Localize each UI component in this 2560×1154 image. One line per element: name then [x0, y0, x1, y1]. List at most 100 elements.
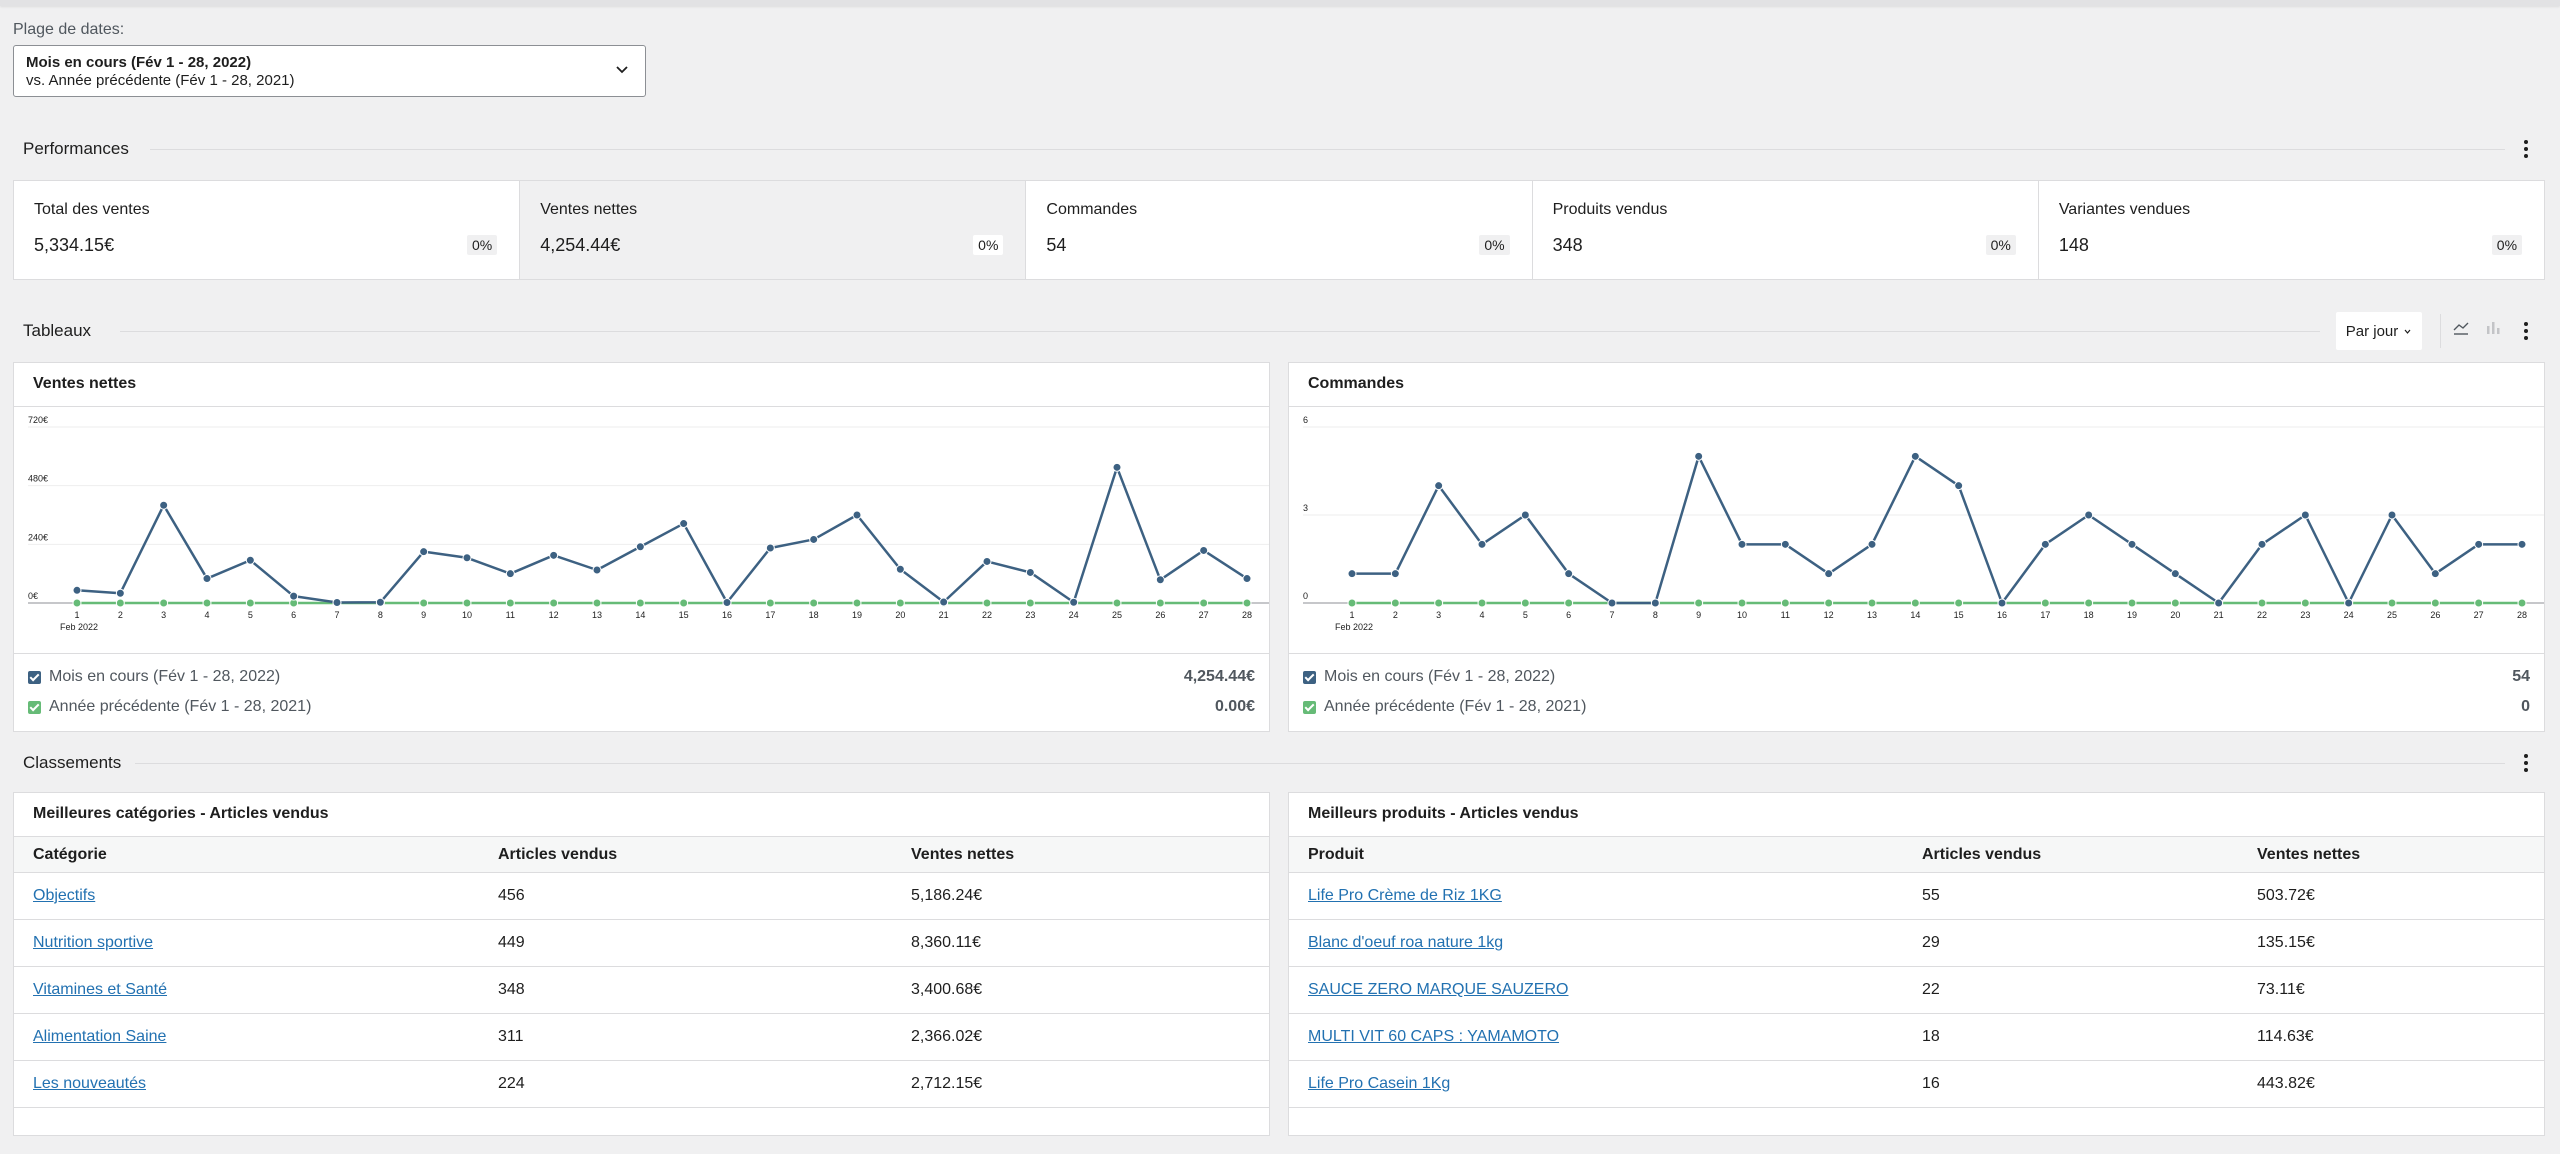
bar-chart-icon[interactable] — [2483, 318, 2503, 338]
category-link[interactable]: Objectifs — [33, 887, 96, 904]
charts-menu-icon[interactable] — [2514, 319, 2538, 343]
category-link[interactable]: Alimentation Saine — [33, 1028, 167, 1045]
summary-delta: 0% — [1479, 235, 1510, 255]
category-link[interactable]: Vitamines et Santé — [33, 981, 168, 998]
chart-header-divider — [1289, 406, 2544, 407]
summary-label: Produits vendus — [1552, 201, 1668, 218]
data-point — [722, 598, 732, 608]
data-point — [1199, 598, 1209, 608]
x-tick-label: 15 — [1954, 610, 1964, 620]
data-point — [1910, 598, 1920, 608]
data-point — [1954, 598, 1964, 608]
data-point — [1112, 598, 1122, 608]
data-point — [1694, 598, 1704, 608]
table-row: Life Pro Crème de Riz 1KG 55 503.72€ — [1289, 872, 2544, 920]
data-point — [1867, 539, 1877, 549]
column-header: Ventes nettes — [892, 836, 1269, 873]
net-sales-cell: 73.11€ — [2238, 966, 2544, 1014]
data-point — [1564, 569, 1574, 579]
data-point — [1347, 598, 1357, 608]
x-tick-label: 5 — [1523, 610, 1528, 620]
x-tick-label: 22 — [982, 610, 992, 620]
product-link[interactable]: Life Pro Crème de Riz 1KG — [1308, 887, 1502, 904]
summary-orders[interactable]: Commandes 54 0% — [1026, 181, 1533, 279]
category-link[interactable]: Les nouveautés — [33, 1075, 146, 1092]
product-link[interactable]: MULTI VIT 60 CAPS : YAMAMOTO — [1308, 1028, 1560, 1045]
checkbox-icon[interactable] — [28, 670, 41, 684]
section-divider — [135, 763, 2505, 764]
summary-net-sales[interactable]: Ventes nettes 4,254.44€ 0% — [520, 181, 1027, 279]
table-header-row: Catégorie Articles vendus Ventes nettes — [14, 836, 1269, 873]
summary-delta: 0% — [2491, 235, 2523, 255]
items-sold-cell: 22 — [1903, 966, 2238, 1014]
legend-item-current[interactable]: Mois en cours (Fév 1 - 28, 2022) 54 — [1303, 666, 2530, 688]
product-link[interactable]: Blanc d'oeuf roa nature 1kg — [1308, 934, 1504, 951]
summary-total-sales[interactable]: Total des ventes 5,334.15€ 0% — [14, 181, 521, 279]
chart-title: Ventes nettes — [33, 375, 137, 392]
data-point — [765, 543, 775, 553]
data-point — [549, 550, 559, 560]
x-tick-label: 16 — [722, 610, 732, 620]
data-point — [679, 519, 689, 529]
summary-products-sold[interactable]: Produits vendus 348 0% — [1533, 181, 2039, 279]
data-point — [1069, 597, 1079, 607]
chart-header-divider — [14, 406, 1269, 407]
x-tick-label: 23 — [2300, 610, 2310, 620]
chart-card-net-sales: Ventes nettes 0€ 240€ 480€ 720€ 1 2 3 4 5 6 7 8 9 10 1… — [13, 362, 1270, 732]
category-link[interactable]: Nutrition sportive — [33, 934, 154, 951]
leaderboards-menu-icon[interactable] — [2514, 751, 2538, 775]
x-tick-label: 9 — [1696, 610, 1701, 620]
legend-item-current[interactable]: Mois en cours (Fév 1 - 28, 2022) 4,254.4… — [28, 666, 1255, 688]
net-sales-cell: 443.82€ — [2238, 1060, 2544, 1108]
summary-label: Total des ventes — [34, 201, 150, 218]
data-point — [1910, 451, 1920, 461]
checkbox-icon[interactable] — [1303, 670, 1316, 684]
checkbox-icon[interactable] — [1303, 700, 1316, 714]
data-point — [1564, 598, 1574, 608]
data-point — [2517, 598, 2527, 608]
x-tick-label: 22 — [2257, 610, 2267, 620]
leaderboards-title: Classements — [23, 753, 136, 773]
legend-item-previous[interactable]: Année précédente (Fév 1 - 28, 2021) 0 — [1303, 696, 2530, 718]
summary-variations-sold[interactable]: Variantes vendues 148 0% — [2039, 181, 2544, 279]
legend-item-previous[interactable]: Année précédente (Fév 1 - 28, 2021) 0.00… — [28, 696, 1255, 718]
line-chart-icon[interactable] — [2451, 318, 2471, 338]
data-point — [2084, 598, 2094, 608]
data-point — [2300, 598, 2310, 608]
y-tick-label: 720€ — [28, 415, 48, 425]
summary-value: 54 — [1046, 235, 1067, 255]
y-tick-label: 6 — [1303, 415, 1308, 425]
checkbox-icon[interactable] — [28, 700, 41, 714]
data-point — [1520, 598, 1530, 608]
data-point — [2257, 539, 2267, 549]
top-bar — [0, 0, 2560, 6]
performance-menu-icon[interactable] — [2514, 137, 2538, 161]
items-sold-cell: 18 — [1903, 1013, 2238, 1061]
data-point — [1155, 598, 1165, 608]
product-link[interactable]: Life Pro Casein 1Kg — [1308, 1075, 1451, 1092]
data-point — [2170, 569, 2180, 579]
interval-select[interactable]: Par jour — [2336, 312, 2422, 350]
summary-delta: 0% — [1985, 235, 2016, 255]
date-range-picker[interactable]: Mois en cours (Fév 1 - 28, 2022) vs. Ann… — [13, 45, 646, 97]
items-sold-cell: 55 — [1903, 872, 2238, 920]
y-tick-label: 240€ — [28, 532, 48, 542]
data-point — [202, 598, 212, 608]
data-point — [419, 547, 429, 557]
product-link[interactable]: SAUCE ZERO MARQUE SAUZERO — [1308, 981, 1569, 998]
x-tick-label: 14 — [635, 610, 645, 620]
data-point — [809, 534, 819, 544]
x-tick-label: 18 — [809, 610, 819, 620]
charts-title: Tableaux — [23, 321, 106, 341]
x-tick-label: 13 — [592, 610, 602, 620]
table-row: Objectifs 456 5,186.24€ — [14, 872, 1269, 920]
data-point — [2127, 598, 2137, 608]
data-point — [289, 591, 299, 601]
data-point — [982, 556, 992, 566]
table-row: Vitamines et Santé 348 3,400.68€ — [14, 966, 1269, 1014]
x-tick-label: 17 — [765, 610, 775, 620]
legend-label: Année précédente (Fév 1 - 28, 2021) — [49, 698, 312, 715]
table-row: Blanc d'oeuf roa nature 1kg 29 135.15€ — [1289, 919, 2544, 967]
y-tick-label: 480€ — [28, 474, 48, 484]
